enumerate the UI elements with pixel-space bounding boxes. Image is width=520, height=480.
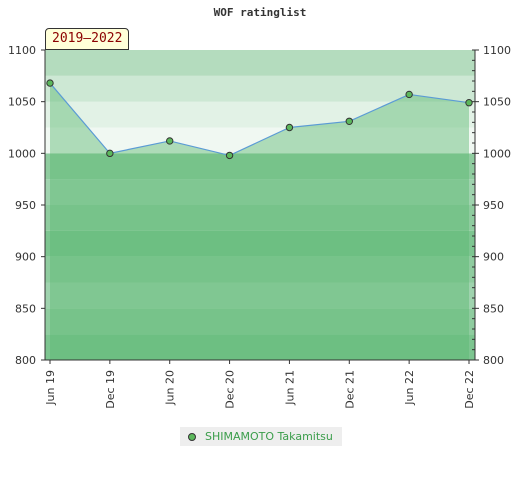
legend-label: SHIMAMOTO Takamitsu: [205, 430, 333, 443]
y-tick-label-right: 800: [483, 354, 504, 367]
x-tick-label: Dec 21: [343, 370, 356, 409]
y-tick-label-left: 850: [15, 302, 36, 315]
rating-bands: [45, 50, 475, 360]
rating-band: [45, 127, 475, 154]
series-point: [166, 137, 174, 145]
rating-band: [45, 334, 475, 360]
rating-band: [45, 282, 475, 309]
y-tick-label-right: 1050: [483, 96, 511, 109]
y-tick-label-right: 850: [483, 302, 504, 315]
rating-band: [45, 308, 475, 335]
series-line: [49, 82, 470, 157]
rating-band: [45, 153, 475, 180]
legend-marker-icon: [188, 433, 196, 441]
rating-band: [45, 205, 475, 231]
x-tick-label: Jun 19: [44, 370, 57, 406]
y-tick-label-left: 1050: [8, 96, 36, 109]
x-tick-label: Dec 22: [463, 370, 476, 409]
rating-band: [45, 230, 475, 257]
x-tick-label: Dec 20: [224, 370, 237, 409]
x-tick-label: Jun 21: [283, 370, 296, 406]
y-tick-label-right: 950: [483, 199, 504, 212]
y-tick-label-right: 900: [483, 251, 504, 264]
rating-band: [45, 256, 475, 283]
y-tick-label-right: 1000: [483, 147, 511, 160]
series-point: [46, 79, 54, 87]
y-tick-label-left: 1100: [8, 44, 36, 57]
x-tick-label: Jun 22: [403, 370, 416, 406]
legend[interactable]: SHIMAMOTO Takamitsu: [180, 427, 342, 446]
series-point: [106, 149, 114, 158]
x-tick-label: Jun 20: [164, 370, 177, 406]
rating-area: [50, 83, 469, 361]
chart-axes: 800 800 850 850 900 900 950 950 1000 1000 1050 1050…: [8, 44, 511, 409]
series-area: [50, 83, 469, 361]
y-tick-label-left: 800: [15, 354, 36, 367]
period-badge: 2019–2022: [45, 28, 130, 50]
x-tick-label: Dec 19: [104, 370, 117, 409]
series-point: [405, 90, 413, 99]
rating-band: [45, 179, 475, 205]
series-point: [345, 117, 353, 126]
rating-band: [45, 101, 475, 128]
rating-series: [46, 79, 473, 160]
chart-title: WOF ratinglist: [213, 6, 307, 19]
series-point: [225, 151, 234, 160]
y-tick-label-left: 900: [15, 251, 36, 264]
series-point: [285, 123, 294, 132]
y-tick-label-left: 1000: [8, 147, 36, 160]
series-point: [465, 99, 473, 107]
y-tick-label-right: 1100: [483, 44, 511, 57]
y-tick-label-left: 950: [15, 199, 36, 212]
rating-band: [45, 50, 475, 76]
